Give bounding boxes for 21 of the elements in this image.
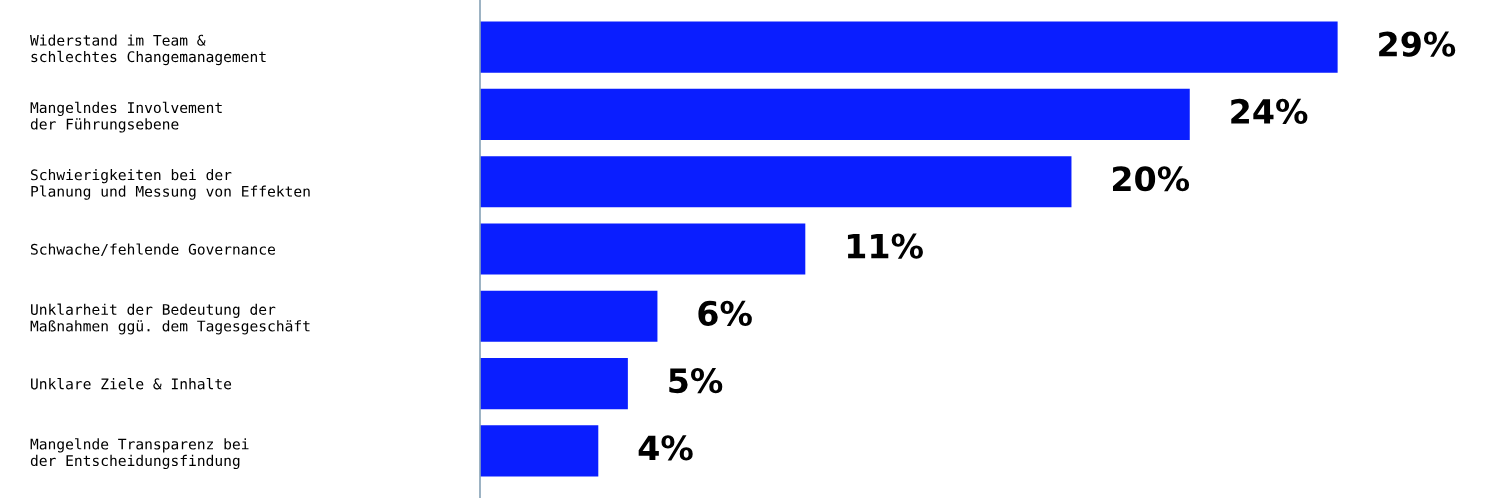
- bar: [480, 223, 806, 275]
- data-label: 20%: [1112, 166, 1190, 192]
- y-tick-label: Schwache/fehlende Governance: [30, 243, 275, 256]
- bar: [480, 88, 1190, 140]
- data-label: 6%: [698, 300, 752, 326]
- bar: [480, 290, 658, 342]
- y-tick-label: Mangelndes Involvement der Führungsebene: [30, 101, 222, 133]
- bar: [480, 358, 628, 410]
- y-tick-label: Unklarheit der Bedeutung der Maßnahmen ggü. dem Tagesgeschäft: [30, 303, 310, 335]
- data-label: 11%: [847, 233, 923, 259]
- data-label: 29%: [1379, 31, 1456, 57]
- bar: [480, 156, 1072, 208]
- y-tick-label: Unklare Ziele & Inhalte: [31, 378, 232, 390]
- y-tick-label: Widerstand im Team & schlechtes Changemanagement: [30, 34, 266, 66]
- bar: [480, 21, 1338, 73]
- bar: [480, 425, 599, 477]
- data-label: 4%: [638, 435, 693, 461]
- data-label: 24%: [1231, 98, 1308, 125]
- data-label: 5%: [669, 368, 723, 394]
- y-tick-label: Mangelnde Transparenz bei der Entscheidungsfindung: [30, 438, 249, 470]
- y-tick-label: Schwierigkeiten bei der Planung und Messung von Effekten: [30, 169, 310, 200]
